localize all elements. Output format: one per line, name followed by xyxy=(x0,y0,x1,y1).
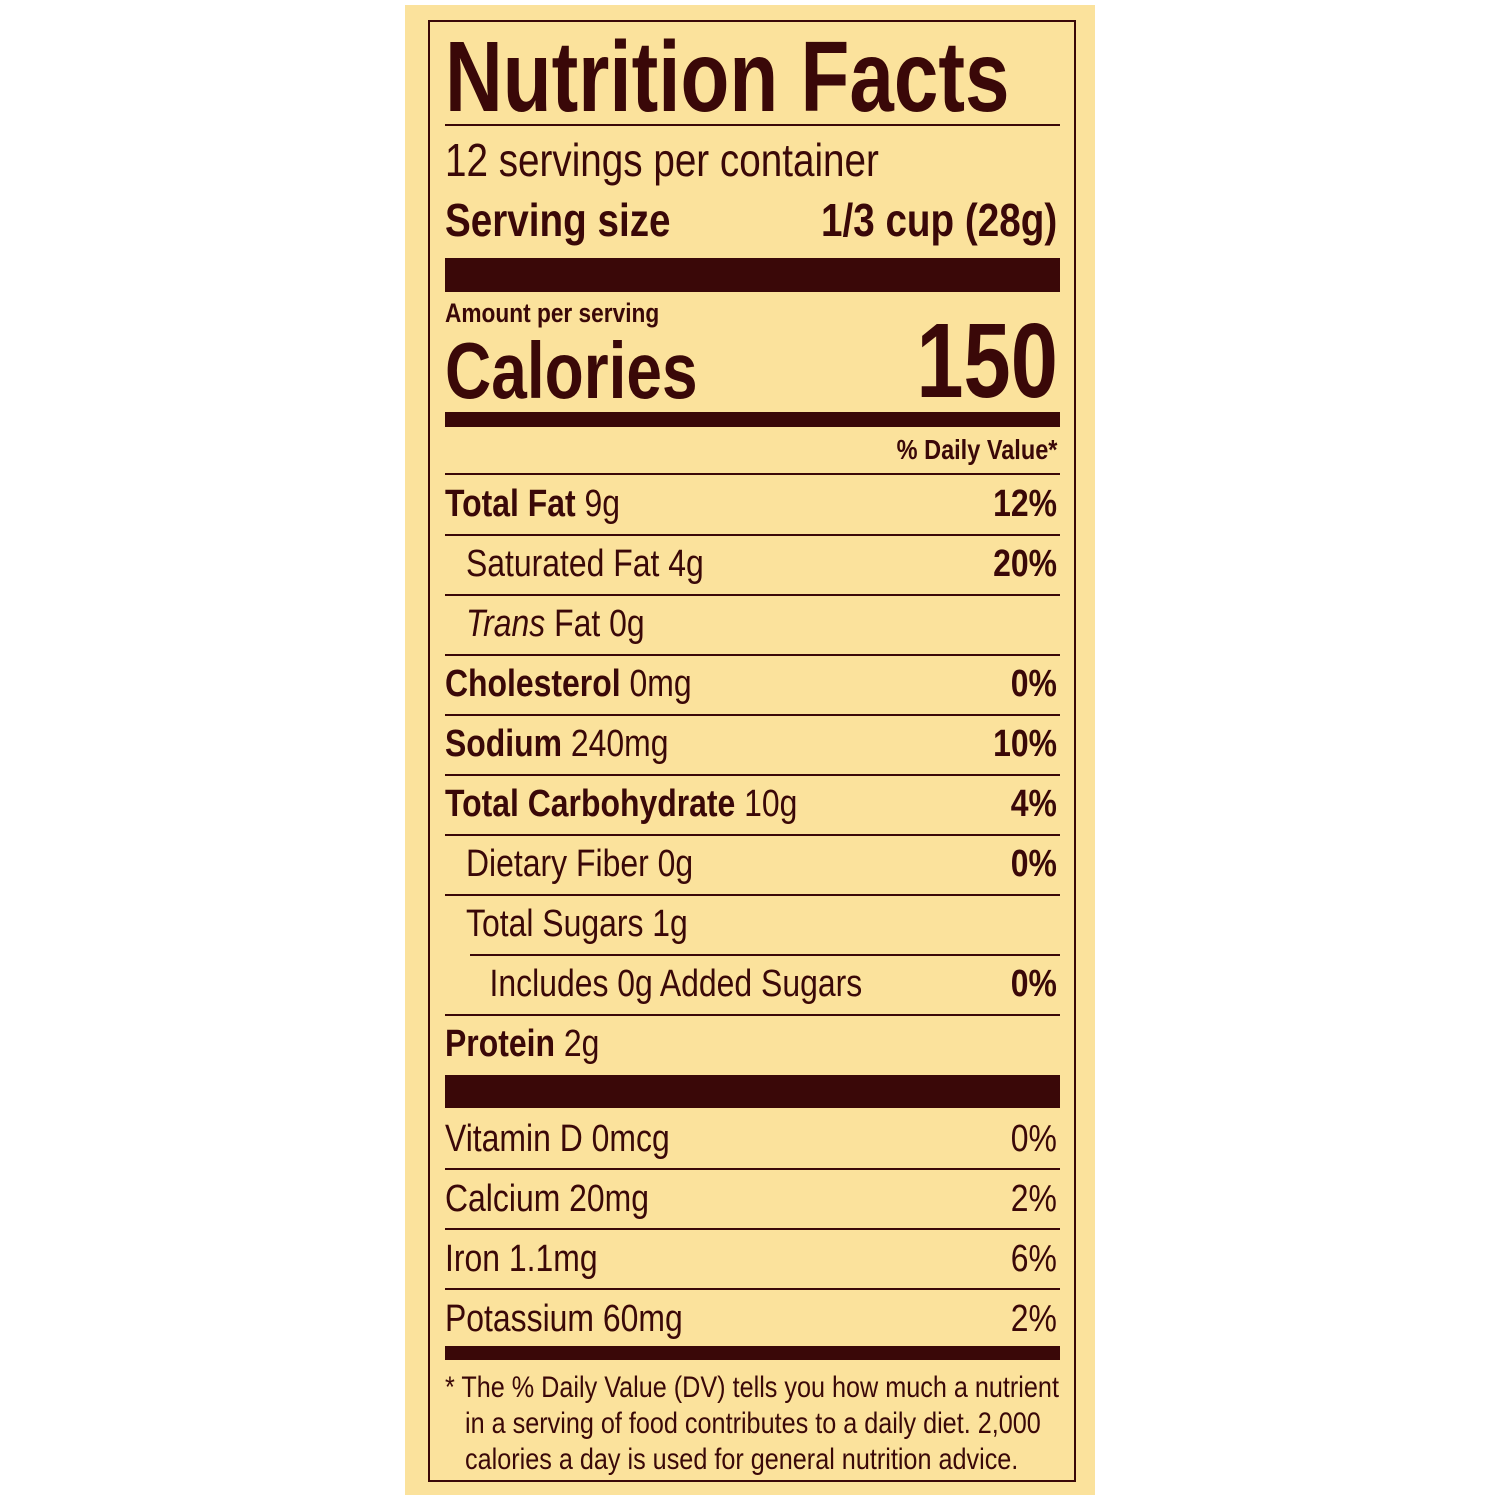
vitamin-label: Vitamin D 0mcg xyxy=(445,1118,670,1161)
divider xyxy=(445,594,1060,596)
serving-size-row: Serving size 1/3 cup (28g) xyxy=(445,190,1057,250)
nutrient-label: Total Fat 9g xyxy=(445,483,620,526)
nutrient-row: Total Fat 9g 12% xyxy=(445,474,1057,534)
nutrient-name: Cholesterol xyxy=(445,662,621,705)
divider xyxy=(445,1228,1060,1230)
divider xyxy=(445,473,1060,475)
nutrient-label: Trans Fat 0g xyxy=(445,603,645,646)
divider xyxy=(445,1014,1060,1016)
vitamin-amount: 20mg xyxy=(569,1177,650,1220)
vitamin-label: Calcium 20mg xyxy=(445,1178,649,1221)
nutrient-daily-value: 0% xyxy=(1010,842,1057,885)
nutrient-daily-value: 10% xyxy=(993,722,1057,765)
nutrient-amount: 240mg xyxy=(570,722,669,765)
nutrient-daily-value: 0% xyxy=(1010,662,1057,705)
nutrient-row: Total Carbohydrate 10g 4% xyxy=(445,774,1057,834)
nutrient-label: Cholesterol 0mg xyxy=(445,663,692,706)
divider xyxy=(445,774,1060,776)
vitamin-name: Potassium xyxy=(445,1297,595,1340)
nutrient-amount: 0mg xyxy=(629,662,692,705)
nutrient-label: Sodium 240mg xyxy=(445,723,669,766)
label-border xyxy=(428,20,1076,1482)
medium-divider xyxy=(445,412,1060,427)
nutrient-amount: 9g xyxy=(584,482,621,525)
nutrient-row: Total Sugars 1g xyxy=(445,894,1057,954)
divider xyxy=(445,534,1060,536)
nutrient-daily-value: 12% xyxy=(993,482,1057,525)
vitamin-daily-value: 2% xyxy=(1010,1177,1057,1220)
nutrient-name: Dietary Fiber xyxy=(466,842,649,885)
nutrient-name: Total Carbohydrate xyxy=(445,782,736,825)
vitamin-daily-value: 2% xyxy=(1010,1297,1057,1340)
vitamin-name: Iron xyxy=(445,1237,501,1280)
vitamin-name: Calcium xyxy=(445,1177,561,1220)
vitamin-row: Vitamin D 0mcg 0% xyxy=(445,1109,1057,1169)
nutrient-label: Includes 0g Added Sugars xyxy=(445,962,863,1006)
nutrient-row: Protein 2g xyxy=(445,1014,1057,1074)
nutrient-row: Trans Fat 0g xyxy=(445,594,1057,654)
vitamin-name: Vitamin D xyxy=(445,1117,583,1160)
nutrient-row: Saturated Fat 4g 20% xyxy=(445,534,1057,594)
medium-divider xyxy=(445,1346,1060,1360)
divider xyxy=(445,1168,1060,1170)
vitamin-row: Iron 1.1mg 6% xyxy=(445,1229,1057,1289)
nutrient-row: Cholesterol 0mg 0% xyxy=(445,654,1057,714)
label-background xyxy=(405,5,1095,1495)
nutrient-label: Total Carbohydrate 10g xyxy=(445,783,797,826)
nutrient-name: Trans xyxy=(466,602,546,645)
divider xyxy=(445,834,1060,836)
nutrient-label: Dietary Fiber 0g xyxy=(445,843,693,886)
footnote: * The % Daily Value (DV) tells you how m… xyxy=(445,1371,1059,1476)
vitamin-row: Calcium 20mg 2% xyxy=(445,1169,1057,1229)
nutrient-amount: 1g xyxy=(652,902,688,945)
calories-label: Calories xyxy=(445,326,698,415)
vitamin-daily-value: 6% xyxy=(1010,1237,1057,1280)
thick-divider xyxy=(445,1075,1060,1108)
vitamin-daily-value: 0% xyxy=(1010,1117,1057,1160)
divider xyxy=(445,894,1060,896)
divider xyxy=(445,654,1060,656)
calories-value: 150 xyxy=(916,302,1058,420)
vitamin-label: Iron 1.1mg xyxy=(445,1238,598,1281)
nutrient-amount: 0g xyxy=(657,842,694,885)
nutrient-daily-value: 0% xyxy=(1010,962,1057,1005)
divider xyxy=(445,124,1060,126)
nutrient-label: Total Sugars 1g xyxy=(445,903,688,946)
nutrient-name: Total Sugars xyxy=(466,902,644,945)
nutrient-amount: 10g xyxy=(744,782,798,825)
nutrient-name: Protein xyxy=(445,1022,555,1065)
serving-size-value: 1/3 cup (28g) xyxy=(820,194,1057,246)
nutrient-row: Sodium 240mg 10% xyxy=(445,714,1057,774)
nutrient-daily-value: 4% xyxy=(1010,782,1057,825)
thick-divider xyxy=(445,258,1060,292)
serving-size-label: Serving size xyxy=(445,194,671,246)
nutrient-label: Saturated Fat 4g xyxy=(445,543,704,586)
nutrient-amount: 0g xyxy=(609,602,645,645)
nutrient-label: Protein 2g xyxy=(445,1023,599,1066)
nutrient-amount: 4g xyxy=(668,542,704,585)
daily-value-header: % Daily Value* xyxy=(896,434,1057,465)
vitamin-label: Potassium 60mg xyxy=(445,1298,683,1341)
nutrient-name: Includes 0g Added Sugars xyxy=(489,962,863,1005)
nutrient-row: Includes 0g Added Sugars 0% xyxy=(445,954,1057,1014)
amount-per-serving: Amount per serving xyxy=(445,298,660,328)
vitamin-amount: 1.1mg xyxy=(508,1237,598,1280)
divider xyxy=(445,1288,1060,1290)
nutrient-name: Total Fat xyxy=(445,482,576,525)
label-title: Nutrition Facts xyxy=(445,21,1010,133)
nutrient-daily-value: 20% xyxy=(993,542,1057,585)
divider xyxy=(445,714,1060,716)
servings-per-container: 12 servings per container xyxy=(445,134,879,186)
vitamin-amount: 60mg xyxy=(602,1297,683,1340)
nutrient-row: Dietary Fiber 0g 0% xyxy=(445,834,1057,894)
vitamin-row: Potassium 60mg 2% xyxy=(445,1289,1057,1349)
nutrient-amount: 2g xyxy=(563,1022,600,1065)
nutrient-name-suffix: Fat xyxy=(554,602,601,645)
divider xyxy=(470,954,1060,956)
nutrient-name: Saturated Fat xyxy=(466,542,660,585)
vitamin-amount: 0mcg xyxy=(591,1117,670,1160)
nutrient-name: Sodium xyxy=(445,722,563,765)
